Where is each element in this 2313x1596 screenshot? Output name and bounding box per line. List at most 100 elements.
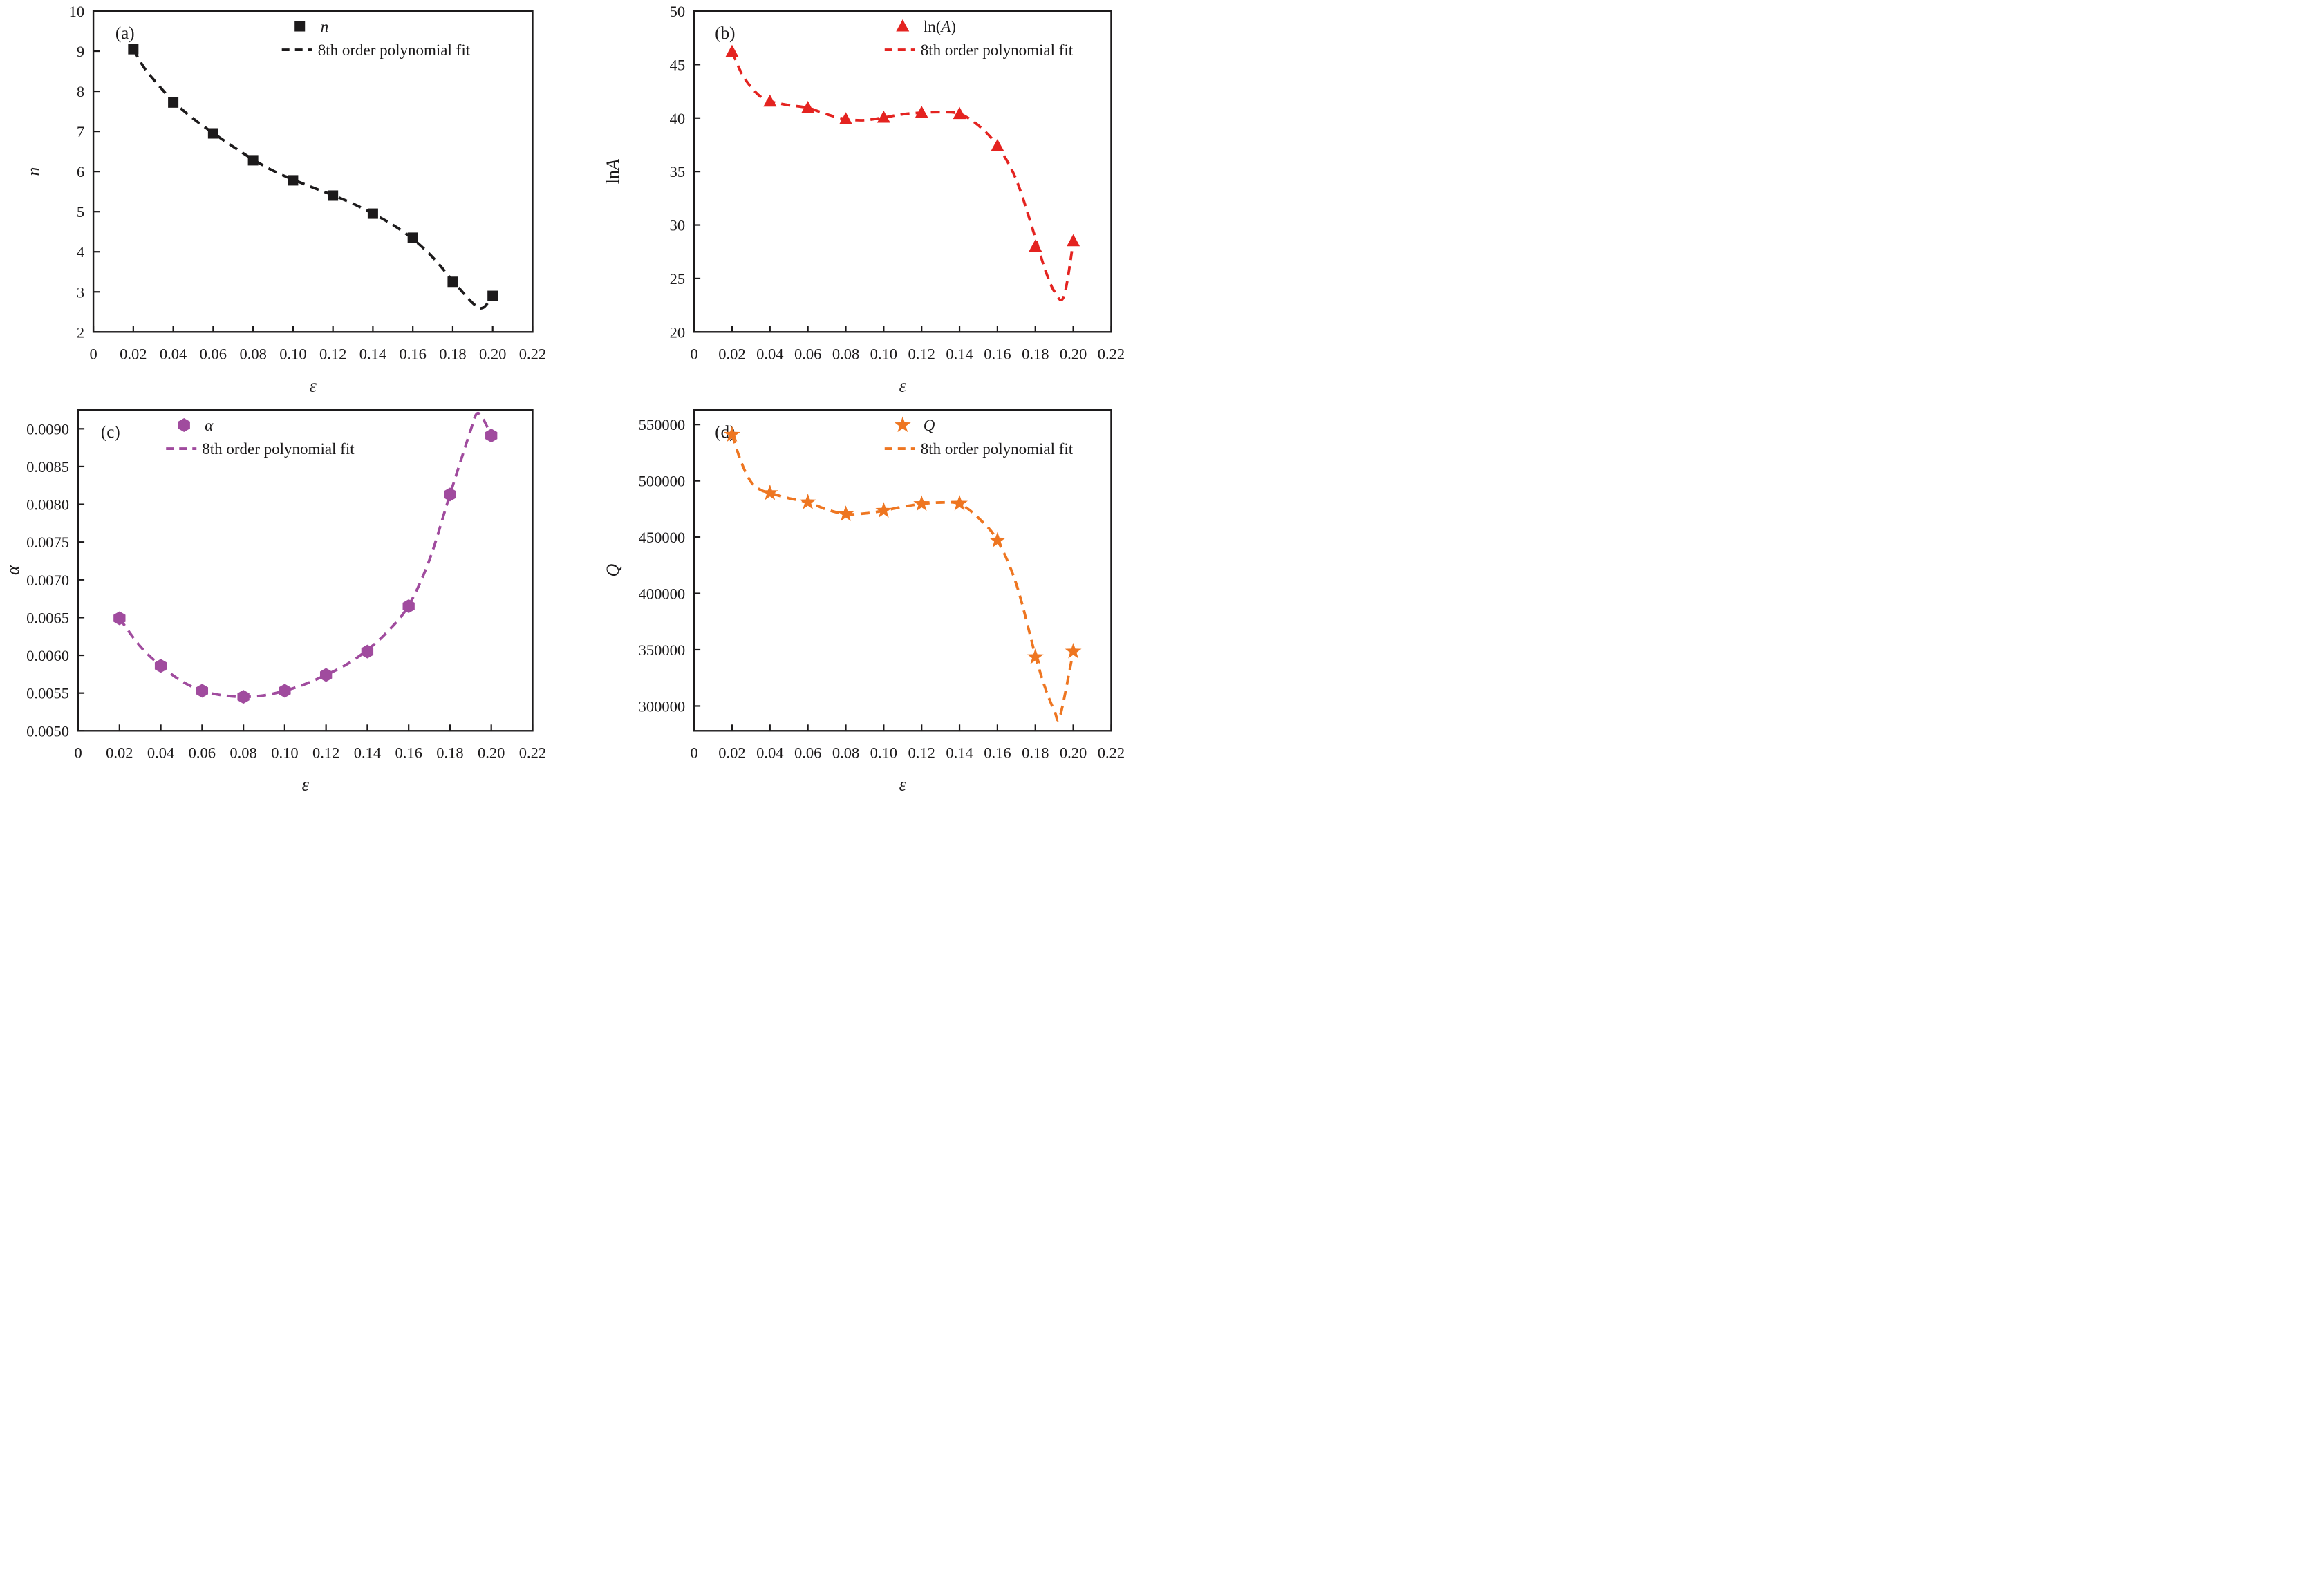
y-axis-label: n — [24, 167, 44, 176]
y-tick-label: 0.0070 — [26, 572, 69, 589]
hexagon-marker — [178, 418, 190, 433]
triangle-marker — [915, 106, 928, 118]
x-tick-label: 0.18 — [1022, 744, 1049, 762]
x-tick-label: 0.22 — [519, 744, 546, 762]
y-tick-label: 0.0080 — [26, 496, 69, 514]
y-tick-label: 30 — [669, 217, 685, 234]
y-tick-label: 0.0090 — [26, 421, 69, 438]
y-tick-label: 550000 — [638, 417, 685, 434]
plot-frame — [77, 409, 534, 732]
y-axis-label: lnA — [603, 159, 623, 184]
x-tick-label: 0.20 — [1059, 345, 1086, 362]
y-tick-label: 2 — [77, 323, 84, 341]
x-tick-label: 0.02 — [106, 744, 133, 762]
panel-b: 0 0.02 0.04 0.06 0.08 0.10 0.12 0.14 0.16 0.18 0.2… — [578, 0, 1156, 400]
y-tick-label: 7 — [77, 123, 84, 140]
y-axis-label: α — [3, 565, 23, 575]
star-marker — [799, 494, 816, 510]
square-marker — [447, 276, 458, 288]
hexagon-marker — [402, 599, 415, 614]
x-tick-label: 0.16 — [984, 744, 1011, 762]
triangle-marker — [1028, 239, 1042, 252]
x-tick-label: 0.04 — [160, 345, 187, 362]
x-axis-label: ε — [899, 375, 906, 395]
panel-a-chart: 0 0.02 0.04 0.06 0.08 0.10 0.12 0.14 0.16 0.18 0.2… — [0, 0, 579, 400]
plot-frame — [693, 409, 1112, 732]
panel-a: 0 0.02 0.04 0.06 0.08 0.10 0.12 0.14 0.16 0.18 0.2… — [0, 0, 579, 400]
x-tick-label: 0.22 — [1097, 345, 1124, 362]
x-tick-label: 0.06 — [794, 744, 821, 762]
x-tick-label: 0.14 — [946, 345, 973, 362]
x-tick-label: 0.02 — [120, 345, 147, 362]
star-marker — [837, 505, 854, 522]
x-tick-label: 0.12 — [312, 744, 339, 762]
y-tick-label: 0.0065 — [26, 610, 69, 627]
star-marker — [951, 495, 968, 511]
panel-c: 0 0.02 0.04 0.06 0.08 0.10 0.12 0.14 0.16 0.18 0.2… — [0, 399, 579, 798]
x-tick-label: 0.10 — [870, 345, 897, 362]
panel-b-chart: 0 0.02 0.04 0.06 0.08 0.10 0.12 0.14 0.16 0.18 0.2… — [578, 0, 1156, 400]
x-axis-label: ε — [899, 775, 906, 795]
hexagon-marker — [279, 684, 291, 698]
x-tick-label: 0 — [89, 345, 97, 362]
panel-label: (b) — [715, 24, 735, 43]
triangle-marker — [877, 110, 890, 123]
x-tick-label: 0.02 — [718, 744, 745, 762]
legend-series-label: n — [321, 17, 329, 35]
y-tick-label: 0.0085 — [26, 458, 69, 476]
y-tick-label: 500000 — [638, 473, 685, 490]
x-tick-label: 0.06 — [200, 345, 227, 362]
panel-label: (c) — [101, 423, 120, 442]
triangle-marker — [895, 19, 909, 32]
x-axis-label: ε — [310, 375, 317, 395]
x-tick-label: 0.16 — [395, 744, 422, 762]
legend-series-label: ln(A) — [923, 17, 955, 35]
y-tick-label: 0.0075 — [26, 534, 69, 552]
hexagon-marker — [196, 684, 209, 698]
star-marker — [761, 485, 778, 500]
hexagon-marker — [237, 690, 250, 704]
x-tick-label: 0.18 — [436, 744, 463, 762]
hexagon-marker — [444, 487, 456, 502]
triangle-marker — [1066, 234, 1080, 247]
x-tick-label: 0.14 — [354, 744, 381, 762]
x-tick-label: 0.16 — [984, 345, 1011, 362]
square-marker — [487, 290, 498, 301]
y-tick-label: 0.0060 — [26, 647, 69, 664]
x-tick-label: 0.10 — [870, 744, 897, 762]
star-marker — [989, 532, 1006, 548]
x-tick-label: 0.14 — [359, 345, 386, 362]
y-tick-label: 50 — [669, 3, 685, 20]
x-tick-label: 0.12 — [908, 345, 935, 362]
triangle-marker — [724, 44, 738, 57]
plot-frame — [92, 10, 534, 333]
legend-series-label: Q — [923, 416, 935, 434]
y-tick-label: 35 — [669, 163, 685, 180]
x-tick-label: 0.08 — [230, 744, 256, 762]
square-marker — [328, 190, 339, 201]
square-marker — [247, 155, 259, 166]
legend-fit-label: 8th order polynomial fit — [920, 41, 1073, 59]
y-tick-label: 20 — [669, 323, 685, 341]
x-tick-label: 0.18 — [439, 345, 466, 362]
square-marker — [207, 128, 218, 139]
x-tick-label: 0.04 — [756, 744, 783, 762]
hexagon-marker — [485, 429, 498, 443]
panel-d: 0 0.02 0.04 0.06 0.08 0.10 0.12 0.14 0.16 0.18 0.2… — [578, 399, 1156, 798]
x-tick-label: 0.12 — [908, 744, 935, 762]
star-marker — [1065, 643, 1082, 659]
y-tick-label: 10 — [69, 3, 85, 20]
square-marker — [128, 44, 139, 55]
x-tick-label: 0.22 — [519, 345, 546, 362]
x-tick-label: 0.04 — [147, 744, 174, 762]
x-tick-label: 0.20 — [478, 744, 505, 762]
y-tick-label: 0.0050 — [26, 723, 69, 740]
hexagon-marker — [361, 644, 374, 659]
panel-c-chart: 0 0.02 0.04 0.06 0.08 0.10 0.12 0.14 0.16 0.18 0.2… — [0, 399, 579, 798]
x-tick-label: 0.10 — [271, 744, 298, 762]
hexagon-marker — [319, 668, 333, 682]
hexagon-marker — [154, 659, 167, 673]
y-tick-label: 450000 — [638, 529, 685, 546]
triangle-marker — [800, 101, 814, 113]
legend-series-label: α — [205, 416, 214, 434]
